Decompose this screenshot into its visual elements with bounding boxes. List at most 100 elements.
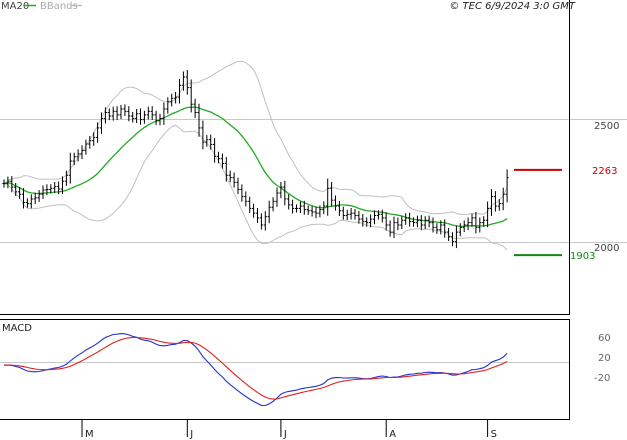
ohlc-bar	[127, 106, 131, 122]
ohlc-bar	[146, 106, 150, 120]
ohlc-bar	[228, 170, 232, 183]
ohlc-bar	[255, 208, 260, 224]
ohlc-bar	[365, 217, 369, 227]
ohlc-bar	[357, 210, 361, 224]
ohlc-bar	[376, 210, 380, 220]
ohlc-bar	[99, 112, 104, 134]
macd-title: MACD	[2, 323, 32, 334]
ohlc-bar	[232, 172, 236, 188]
ohlc-bar	[287, 194, 291, 210]
ohlc-bar	[349, 208, 353, 220]
ohlc-bar	[236, 177, 240, 195]
ohlc-bar	[6, 176, 10, 189]
ma20-line	[3, 106, 508, 228]
x-tick-label: M	[85, 429, 94, 440]
ohlc-bar	[111, 106, 115, 121]
resistance-level-label: 2263	[592, 166, 617, 177]
bollinger-bands	[3, 60, 508, 251]
ohlc-bar	[263, 211, 267, 231]
ohlc-bar	[220, 153, 224, 169]
x-tick-label: J	[283, 429, 287, 440]
ohlc-bar	[310, 206, 314, 217]
ohlc-bar	[103, 107, 107, 124]
upper-band-line	[3, 60, 508, 215]
ohlc-bar	[131, 111, 135, 123]
ohlc-bar	[181, 71, 185, 91]
macd-tick-60: 60	[598, 333, 611, 344]
ohlc-bar	[388, 220, 392, 237]
lower-band-line	[3, 124, 508, 251]
ohlc-bar	[80, 145, 84, 160]
ohlc-bar	[10, 176, 14, 193]
ohlc-bar	[396, 217, 400, 231]
ohlc-bar	[259, 213, 263, 230]
ohlc-bar	[2, 179, 6, 188]
ohlc-bar	[64, 170, 68, 186]
ohlc-bar	[123, 104, 127, 116]
ohlc-bar	[466, 217, 470, 231]
ohlc-bar	[267, 200, 271, 224]
ohlc-bar	[431, 217, 435, 233]
ohlc-bar	[174, 91, 178, 104]
ohlc-bar	[400, 216, 404, 230]
support-level-label: 1903	[570, 251, 595, 262]
ohlc-bar	[322, 201, 326, 215]
ohlc-bar	[450, 232, 455, 247]
ohlc-bar	[209, 134, 213, 150]
ohlc-bar	[240, 184, 244, 202]
ohlc-bar	[294, 204, 299, 213]
ohlc-bar	[224, 157, 228, 182]
ohlc-bar	[333, 195, 338, 211]
ohlc-bar	[408, 212, 412, 227]
ohlc-bar	[60, 176, 65, 194]
ohlc-bar	[439, 220, 443, 235]
ohlc-bar	[501, 187, 505, 211]
macd-tick-20: 20	[598, 353, 611, 364]
ohlc-bar	[154, 110, 158, 125]
ohlc-bar	[419, 215, 423, 231]
ohlc-bar	[435, 223, 439, 234]
ohlc-bar	[88, 136, 92, 149]
x-tick-label: J	[189, 429, 193, 440]
ohlc-bar	[478, 217, 482, 233]
ohlc-bar	[505, 169, 509, 203]
ohlc-bar	[462, 220, 466, 232]
ohlc-bar	[248, 196, 252, 213]
ohlc-bar	[404, 213, 408, 225]
ohlc-bar	[372, 210, 377, 225]
ohlc-bar	[21, 188, 26, 209]
ohlc-bar	[252, 203, 256, 218]
ohlc-bar	[84, 139, 88, 155]
ohlc-bar	[150, 106, 154, 121]
x-tick-label: A	[389, 429, 396, 440]
price-tick-2500: 2500	[594, 121, 619, 132]
ohlc-bar	[353, 209, 357, 220]
ohlc-bar	[107, 108, 111, 121]
ohlc-bar	[470, 213, 474, 227]
ma20-legend-label: MA20	[1, 1, 29, 12]
ohlc-bar	[326, 178, 330, 216]
ohlc-bar	[275, 187, 279, 207]
ohlc-bar	[37, 190, 41, 202]
ohlc-bar	[166, 97, 170, 114]
ohlc-bar	[119, 104, 123, 119]
ohlc-bar	[177, 78, 182, 104]
macd-panel: MACD 60 20 -20	[0, 319, 611, 420]
ohlc-bar	[142, 110, 146, 124]
price-panel: 2263 1903 2500 2000	[0, 0, 627, 315]
ohlc-bar	[201, 120, 205, 150]
ohlc-bar	[443, 219, 447, 238]
chart-header: MA20 BBands © TEC 6/9/2024 3:0 GMT	[1, 1, 576, 12]
ohlc-bar	[454, 225, 458, 249]
ohlc-bar	[291, 199, 295, 214]
ohlc-bar	[244, 191, 248, 207]
ma20-path	[3, 106, 508, 228]
ohlc-bar	[423, 216, 427, 230]
signal-line	[3, 336, 508, 400]
ohlc-bar	[170, 93, 174, 107]
ohlc-bar	[474, 211, 478, 234]
ohlc-bar	[41, 185, 45, 199]
ohlc-bar	[29, 194, 33, 209]
